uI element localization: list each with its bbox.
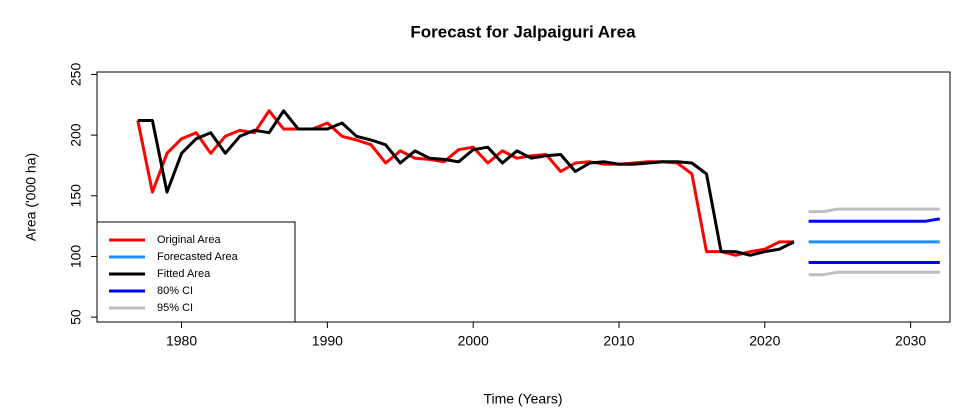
legend: Original Area Forecasted Area Fitted Area 8… [96,221,296,323]
chart-title: Forecast for Jalpaiguri Area [410,22,636,41]
x-tick-label: 1990 [312,333,343,349]
series-line [808,217,941,223]
series-line [808,207,940,214]
x-tick-label: 2020 [749,333,780,349]
y-tick-label: 50 [68,309,84,325]
x-tick-label: 2010 [603,333,634,349]
series-lower-line [808,270,940,277]
legend-label: 80% CI [157,285,193,297]
series-line [136,109,794,257]
legend-label: Fitted Area [157,268,211,280]
x-tick-label: 2000 [458,333,489,349]
series-line [137,109,795,257]
x-tick-label: 2030 [895,333,926,349]
y-tick-label: 200 [68,123,84,147]
legend-label: 95% CI [157,302,193,314]
x-axis-label: Time (Years) [483,391,562,407]
legend-label: Forecasted Area [157,251,239,263]
y-tick-label: 250 [68,63,84,87]
legend-label: Original Area [157,234,221,246]
y-axis-label: Area ('000 ha) [23,153,39,241]
plot-frame [96,71,951,323]
y-tick-label: 150 [68,184,84,208]
y-tick-label: 100 [68,245,84,269]
x-tick-label: 1980 [166,333,197,349]
